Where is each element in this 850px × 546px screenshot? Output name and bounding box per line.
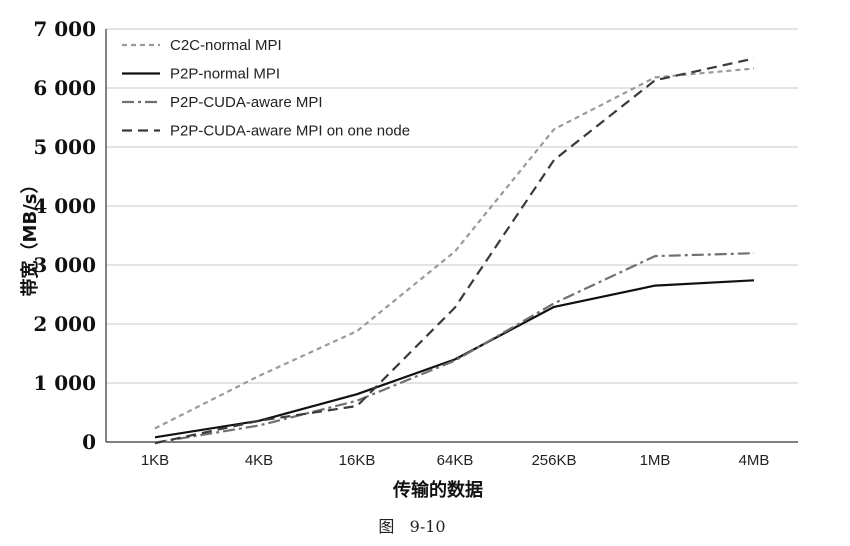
series-lines (154, 57, 755, 445)
series-line-3 (154, 252, 755, 444)
legend-label: P2P-CUDA-aware MPI (170, 94, 323, 111)
x-tick-label: 4MB (739, 452, 770, 469)
y-tick-label: 0 (82, 430, 96, 454)
x-tick-label: 64KB (437, 452, 474, 469)
y-tick-label: 1 000 (33, 371, 96, 395)
y-tick-label: 2 000 (33, 312, 96, 336)
x-tick-label: 1KB (141, 452, 169, 469)
series-line-2 (154, 279, 755, 439)
series-line-4 (154, 57, 755, 445)
y-tick-label: 6 000 (33, 76, 96, 100)
series-line-1 (154, 67, 755, 430)
y-tick-labels: 0 1 000 2 000 3 000 4 000 5 000 6 000 7 000 (33, 17, 96, 454)
y-tick-label: 3 000 (33, 253, 96, 277)
legend-label: P2P-CUDA-aware MPI on one node (170, 123, 410, 140)
y-tick-label: 5 000 (33, 135, 96, 159)
y-tick-label: 7 000 (33, 17, 96, 41)
y-axis-label: 带宽（MB/s） (19, 176, 41, 297)
legend-label: C2C-normal MPI (170, 37, 282, 54)
y-tick-label: 4 000 (33, 194, 96, 218)
x-tick-label: 16KB (339, 452, 376, 469)
x-tick-label: 1MB (640, 452, 671, 469)
x-tick-labels: 1KB 4KB 16KB 64KB 256KB 1MB 4MB (141, 452, 770, 469)
x-axis-label: 传输的数据 (392, 479, 483, 501)
x-tick-label: 256KB (531, 452, 576, 469)
legend-label: P2P-normal MPI (170, 66, 280, 83)
figure-caption: 图 9-10 (378, 517, 445, 536)
grid-lines (105, 28, 798, 443)
legend: C2C-normal MPI P2P-normal MPI P2P-CUDA-awa… (122, 37, 410, 140)
x-tick-label: 4KB (245, 452, 273, 469)
